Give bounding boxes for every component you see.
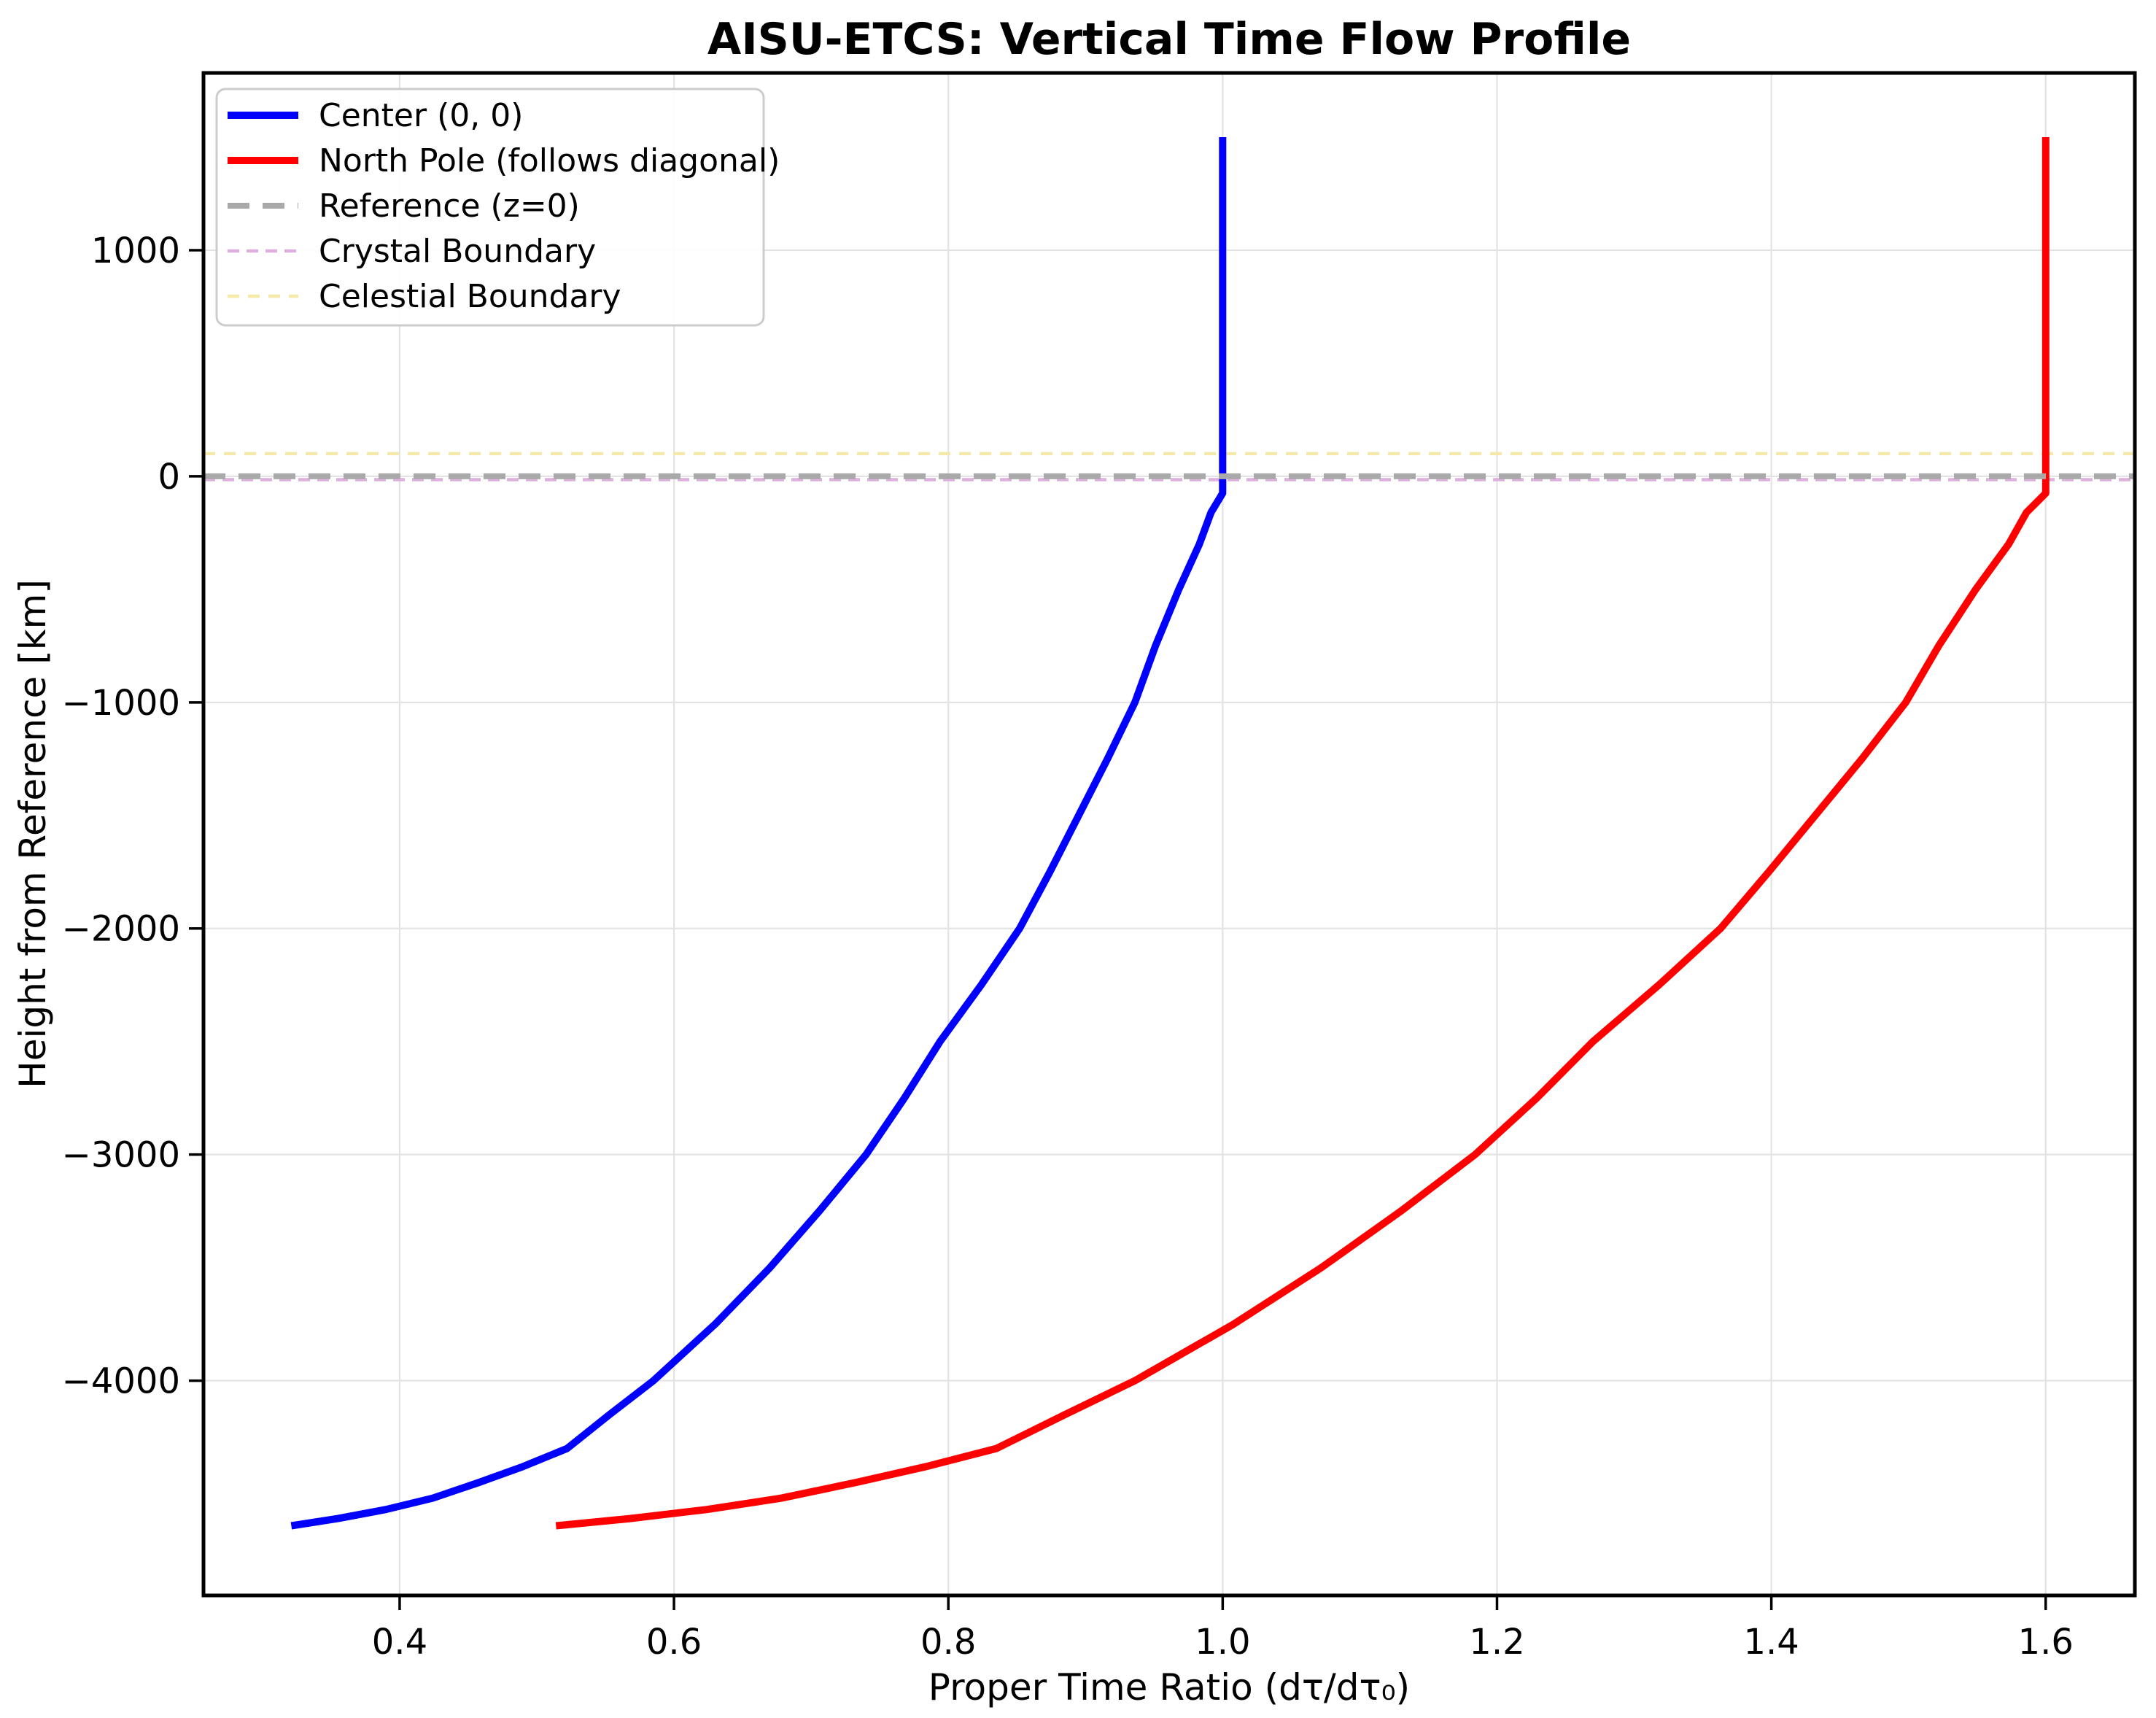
legend-label-reference-z-0: Reference (z=0) — [319, 187, 580, 225]
axes-frame — [201, 71, 2137, 1598]
x-tick-label: 0.4 — [372, 1622, 427, 1663]
legend-box — [215, 88, 765, 327]
y-tick-label: 0 — [158, 457, 180, 498]
series-line-center-0-0 — [290, 137, 1227, 1530]
y-tick-label: 1000 — [91, 231, 180, 271]
plot-layer: 0.4 0.6 0.8 1.0 1.2 1.4 1.6 1000 0 −1000 −2000 −300… — [62, 71, 2137, 1663]
x-tick-label: 1.6 — [2018, 1622, 2074, 1663]
y-tick-label: −3000 — [62, 1135, 180, 1176]
x-axis-label: Proper Time Ratio (dτ/dτ₀) — [928, 1666, 1410, 1709]
x-tick-label: 1.0 — [1195, 1622, 1250, 1663]
x-tick-label: 0.8 — [920, 1622, 976, 1663]
plot-area — [203, 73, 2135, 1595]
y-tick-label: −2000 — [62, 909, 180, 950]
legend-label-north-pole-follows-diagonal: North Pole (follows diagonal) — [319, 142, 780, 179]
series-line-north-pole-follows-diagonal — [555, 137, 2050, 1530]
x-tick-label: 0.6 — [646, 1622, 702, 1663]
x-tick-label: 1.2 — [1469, 1622, 1524, 1663]
x-tick-label: 1.4 — [1743, 1622, 1799, 1663]
y-tick-label: −1000 — [62, 683, 180, 724]
y-tick-label: −4000 — [62, 1361, 180, 1402]
chart-title: AISU-ETCS: Vertical Time Flow Profile — [707, 14, 1631, 65]
legend-label-crystal-boundary: Crystal Boundary — [319, 233, 596, 270]
legend-label-center-0-0: Center (0, 0) — [319, 97, 523, 134]
legend: Center (0, 0) North Pole (follows diagona… — [215, 88, 780, 327]
y-axis-label: Height from Reference [km] — [12, 579, 54, 1088]
legend-label-celestial-boundary: Celestial Boundary — [319, 278, 621, 315]
